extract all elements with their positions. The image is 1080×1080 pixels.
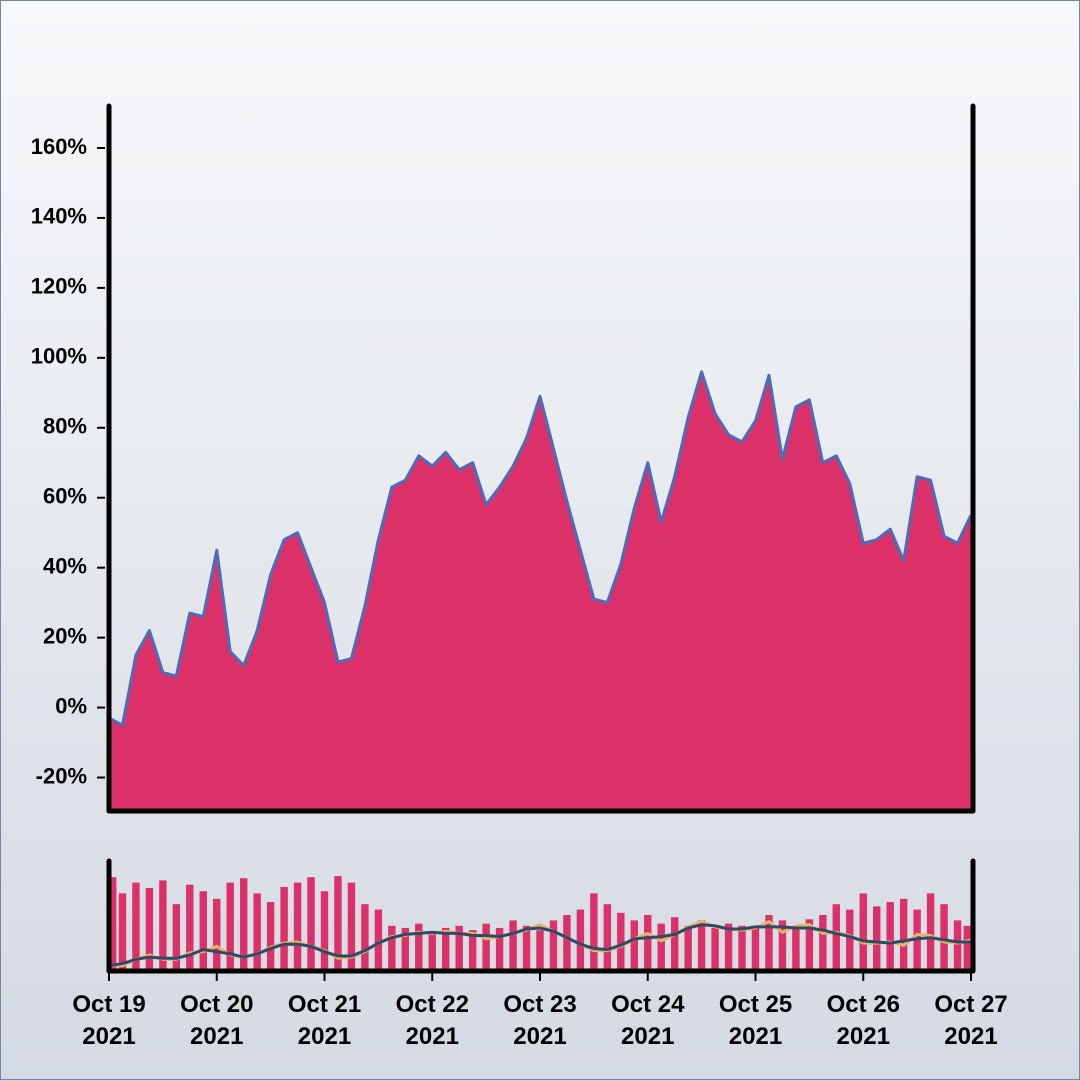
x-tick-label: Oct 27 2021: [934, 991, 1008, 1050]
y-tick-label: -20%: [36, 763, 87, 788]
x-tick-label: Oct 26 2021: [826, 991, 900, 1050]
bar: [159, 880, 167, 969]
bar: [711, 927, 719, 969]
moving-average-line: [108, 923, 971, 968]
bar: [899, 898, 908, 969]
y-tick-label: 0%: [55, 693, 87, 718]
bar: [859, 893, 867, 969]
bar: [213, 898, 221, 969]
bar: [428, 931, 436, 969]
bar: [846, 909, 854, 969]
bar: [657, 923, 665, 969]
bar: [280, 886, 288, 969]
bar: [792, 925, 800, 969]
bar: [145, 888, 154, 969]
bar: [926, 893, 935, 969]
bar: [293, 882, 302, 969]
y-tick-label: 60%: [43, 484, 87, 509]
bar: [617, 912, 625, 969]
bar: [118, 893, 127, 969]
bar: [455, 925, 463, 969]
area-line: [108, 370, 973, 727]
bar: [253, 893, 261, 969]
bar: [724, 923, 733, 969]
x-tick-label: Oct 19 2021: [72, 991, 146, 1050]
bar: [415, 923, 423, 969]
bar: [953, 920, 962, 969]
bar: [670, 917, 679, 969]
y-tick-label: 160%: [31, 134, 87, 159]
bar: [563, 915, 571, 969]
bar: [603, 904, 612, 969]
bar: [522, 925, 531, 969]
bar: [320, 891, 329, 969]
bar: [266, 902, 275, 969]
x-tick-label: Oct 25 2021: [718, 991, 793, 1050]
bar: [495, 927, 504, 969]
bar: [468, 930, 477, 969]
x-tick-label: Oct 24 2021: [611, 991, 685, 1050]
bar: [172, 904, 181, 969]
bar: [697, 920, 706, 969]
bar: [442, 927, 450, 969]
bar: [186, 884, 194, 969]
bar: [199, 891, 207, 969]
bar: [239, 878, 248, 969]
bar: [805, 919, 814, 969]
bar: [401, 927, 410, 969]
bar: [482, 923, 490, 969]
bar: [576, 909, 585, 969]
bar: [778, 920, 787, 969]
y-tick-label: 120%: [31, 274, 87, 299]
bar: [819, 915, 827, 969]
bar: [963, 925, 971, 969]
bar: [132, 882, 140, 969]
bar: [738, 925, 746, 969]
y-tick-label: 80%: [43, 414, 87, 439]
bar: [644, 915, 652, 969]
bar: [388, 925, 396, 969]
x-tick-label: Oct 23 2021: [503, 991, 577, 1050]
bar: [536, 930, 544, 969]
bar: [751, 927, 760, 969]
x-tick-label: Oct 21 2021: [287, 991, 362, 1050]
bar: [549, 920, 558, 969]
bar: [590, 893, 598, 969]
bar: [347, 882, 356, 969]
bar: [886, 902, 894, 969]
y-tick-label: 100%: [31, 344, 87, 369]
bar: [873, 906, 881, 969]
bar: [226, 882, 234, 969]
bar: [765, 915, 773, 969]
bar: [361, 904, 369, 969]
y-tick-label: 40%: [43, 553, 87, 578]
bar: [374, 909, 383, 969]
area: [109, 371, 971, 809]
x-tick-label: Oct 22 2021: [395, 991, 469, 1050]
y-tick-label: 20%: [43, 623, 87, 648]
bar: [630, 920, 638, 969]
bar: [832, 904, 841, 969]
bar: [940, 904, 948, 969]
y-tick-label: 140%: [31, 204, 87, 229]
bar: [509, 920, 517, 969]
bar: [307, 877, 315, 969]
bar: [109, 877, 117, 969]
bar: [334, 876, 342, 969]
x-tick-label: Oct 20 2021: [180, 991, 254, 1050]
bar: [684, 925, 692, 969]
